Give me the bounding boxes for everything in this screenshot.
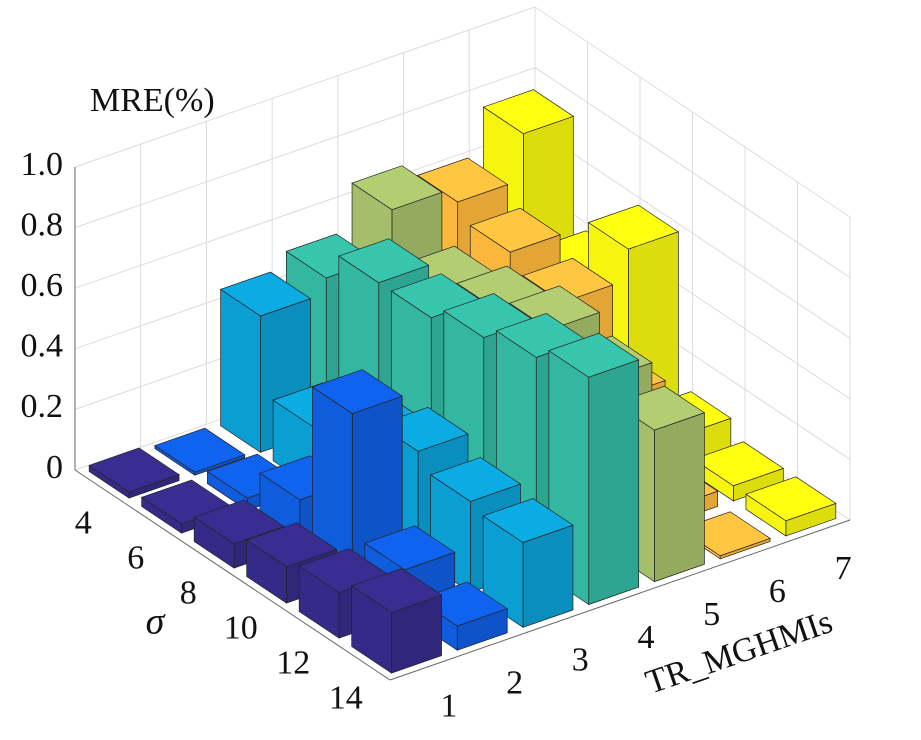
z-tick-label: 0.4: [21, 328, 64, 365]
bar-top: [692, 441, 785, 487]
grid-line: [74, 127, 536, 289]
x-tick-label: 2: [506, 665, 523, 702]
bar-top: [245, 522, 338, 568]
z-tick-label: 0.8: [21, 206, 64, 243]
y-tick-label: 8: [180, 574, 197, 611]
bar-top: [469, 207, 561, 253]
bar-top: [548, 332, 640, 378]
bar-top: [416, 157, 509, 203]
z-tick-label: 0: [46, 449, 63, 486]
grid-line: [74, 6, 536, 168]
x-tick-label: 3: [572, 642, 589, 679]
bar-top: [364, 525, 456, 571]
bar-top: [219, 271, 312, 317]
z-tick-label: 0.6: [21, 267, 64, 304]
z-tick-label: 0.2: [21, 388, 64, 425]
x-tick-label: 7: [835, 550, 852, 587]
bar-top: [482, 498, 574, 543]
bar-top: [429, 457, 522, 502]
x-axis-label: TR_MGHMIs: [641, 603, 837, 701]
bar-top: [745, 476, 837, 522]
x-tick-label: 4: [638, 619, 655, 656]
y-tick-label: 10: [224, 609, 258, 646]
bar-top: [587, 204, 680, 250]
y-axis-label: σ: [146, 601, 166, 643]
y-tick-label: 4: [75, 504, 92, 541]
bar-top: [193, 499, 285, 545]
bar-top: [482, 89, 575, 135]
bar-top: [311, 369, 404, 414]
y-tick-label: 12: [276, 644, 310, 681]
bar-top: [416, 581, 509, 627]
bar-front: [654, 412, 705, 583]
x-axis: [389, 519, 851, 681]
bar-front: [588, 359, 640, 605]
y-axis: [74, 469, 391, 681]
bar-side: [220, 288, 261, 453]
bar-top: [351, 165, 443, 211]
bar-top: [154, 427, 246, 473]
bar-top: [88, 447, 180, 493]
z-tick-label: 1.0: [21, 146, 64, 183]
y-tick-label: 14: [329, 679, 363, 716]
z-axis-label: MRE(%): [90, 82, 215, 119]
bar-front: [522, 524, 574, 628]
bar-top: [338, 238, 430, 284]
bar-top: [350, 568, 443, 613]
x-tick-label: 6: [769, 573, 786, 610]
grid-line: [74, 67, 536, 229]
y-tick-label: 6: [127, 539, 144, 576]
x-tick-label: 1: [440, 687, 457, 724]
x-tick-label: 5: [703, 596, 720, 633]
